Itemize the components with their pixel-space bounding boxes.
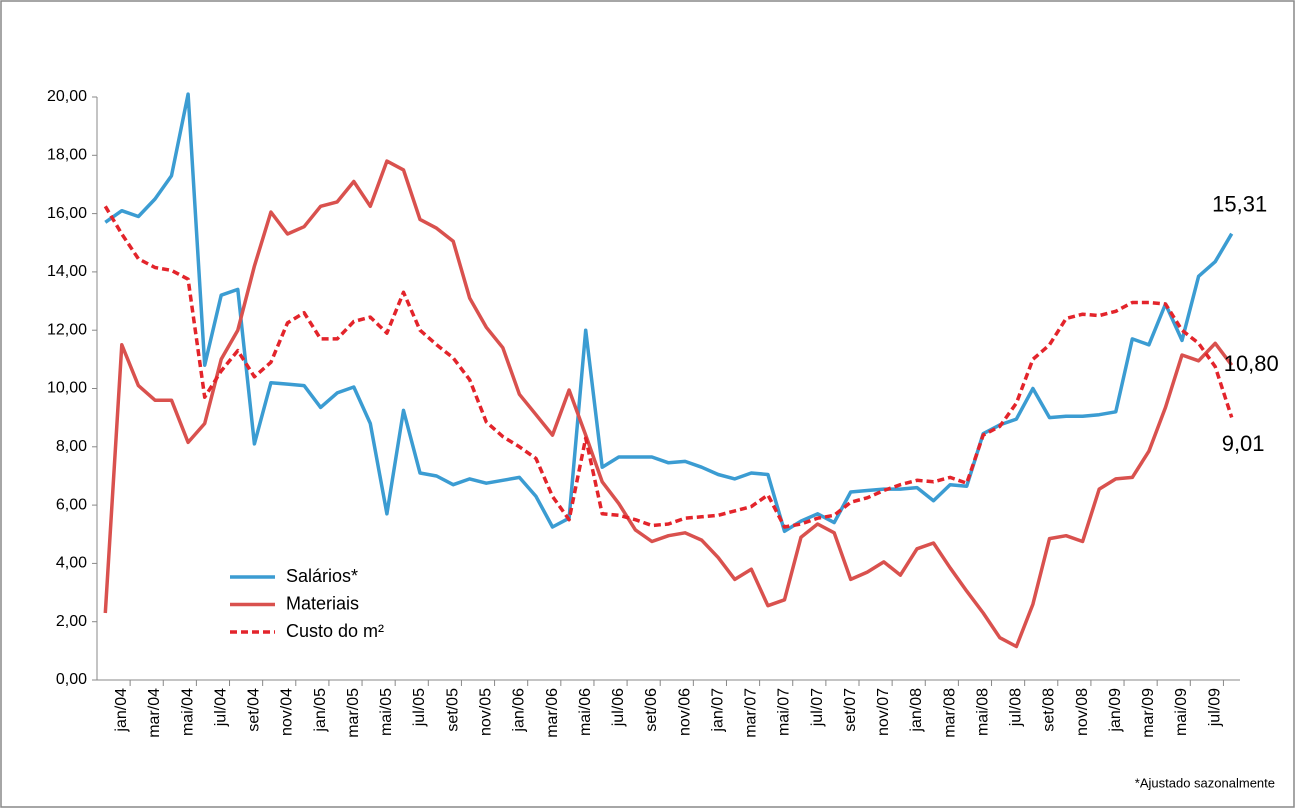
series-line — [103, 159, 1234, 649]
series-line — [104, 92, 1234, 534]
x-tick-label: jul/06 — [610, 688, 627, 727]
x-tick-label: set/08 — [1041, 688, 1058, 732]
y-tick-label: 6,00 — [56, 496, 87, 513]
x-tick-label: jan/06 — [511, 688, 528, 733]
y-tick-label: 18,00 — [47, 147, 87, 164]
x-tick-label: set/04 — [246, 688, 263, 732]
value-label: 15,31 — [1212, 192, 1267, 217]
x-tick-label: nov/04 — [279, 688, 296, 736]
x-tick-label: set/07 — [842, 688, 859, 732]
x-tick-label: nov/07 — [875, 688, 892, 736]
x-tick-label: jul/04 — [212, 688, 229, 727]
x-tick-label: jan/05 — [312, 688, 329, 733]
x-tick-label: jan/07 — [709, 688, 726, 733]
x-tick-label: mar/09 — [1140, 688, 1157, 738]
y-tick-label: 10,00 — [47, 380, 87, 397]
x-tick-label: jan/09 — [1107, 688, 1124, 733]
value-label: 10,80 — [1224, 351, 1279, 376]
x-tick-label: mai/05 — [378, 688, 395, 736]
y-tick-label: 2,00 — [56, 613, 87, 630]
x-tick-label: mai/06 — [577, 688, 594, 736]
y-tick-label: 4,00 — [56, 555, 87, 572]
x-tick-label: nov/05 — [478, 688, 495, 736]
x-tick-label: mai/08 — [974, 688, 991, 736]
y-tick-label: 0,00 — [56, 671, 87, 688]
x-tick-label: mai/07 — [776, 688, 793, 736]
x-tick-label: set/05 — [444, 688, 461, 732]
y-tick-label: 8,00 — [56, 438, 87, 455]
y-tick-label: 14,00 — [47, 263, 87, 280]
x-tick-label: set/06 — [643, 688, 660, 732]
series-line — [103, 205, 1234, 529]
x-tick-label: jul/08 — [1008, 688, 1025, 727]
x-tick-label: mar/04 — [146, 688, 163, 738]
note: *Ajustado sazonalmente — [1135, 775, 1275, 790]
x-tick-label: mar/06 — [544, 688, 561, 738]
x-tick-label: mar/07 — [743, 688, 760, 738]
x-tick-label: mar/08 — [941, 688, 958, 738]
x-tick-label: jan/04 — [113, 688, 130, 733]
x-tick-label: jul/07 — [809, 688, 826, 727]
x-tick-label: jul/05 — [411, 688, 428, 727]
y-tick-label: 16,00 — [47, 205, 87, 222]
y-tick-label: 20,00 — [47, 88, 87, 105]
x-tick-label: mar/05 — [345, 688, 362, 738]
legend-label: Salários* — [286, 566, 358, 586]
legend-label: Materiais — [286, 593, 359, 613]
x-tick-label: jul/09 — [1206, 688, 1223, 727]
x-tick-label: nov/08 — [1074, 688, 1091, 736]
value-label: 9,01 — [1222, 431, 1265, 456]
x-tick-label: mai/04 — [179, 688, 196, 736]
x-tick-label: jan/08 — [908, 688, 925, 733]
y-tick-label: 12,00 — [47, 321, 87, 338]
legend-label: Custo do m² — [286, 621, 384, 641]
x-tick-label: nov/06 — [676, 688, 693, 736]
x-tick-label: mai/09 — [1173, 688, 1190, 736]
